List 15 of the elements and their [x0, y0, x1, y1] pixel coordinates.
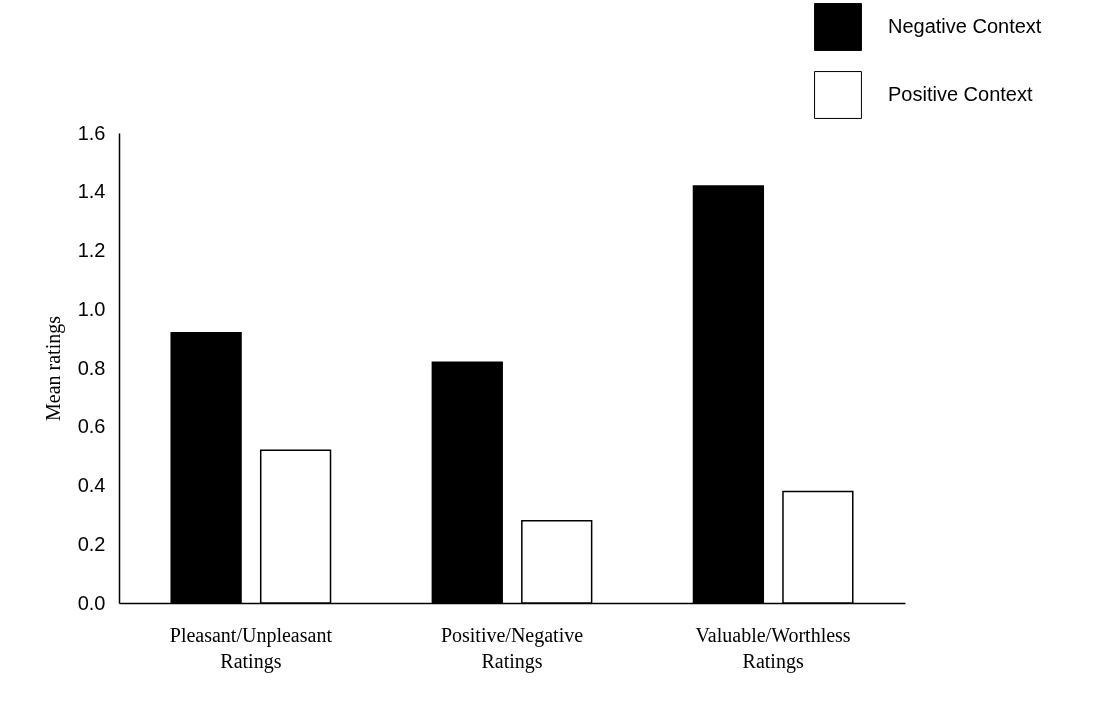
y-tick-label: 0.2	[77, 532, 106, 555]
legend-label: Positive Context	[888, 83, 1033, 105]
y-tick-label: 0.0	[77, 591, 106, 614]
y-tick-label: 1.2	[77, 239, 106, 261]
y-axis-title: Mean ratings	[41, 315, 65, 421]
y-tick-label: 1.0	[77, 297, 106, 320]
y-tick-label: 0.8	[77, 356, 106, 379]
x-tick-label: Valuable/Worthless Ratings	[695, 623, 851, 673]
x-tick-label: Positive/Negative Ratings	[440, 623, 584, 673]
y-tick-label: 0.6	[77, 415, 106, 438]
y-tick-label: 1.6	[77, 121, 106, 144]
y-tick-label: 0.4	[77, 474, 106, 496]
x-tick-label: Pleasant/Unpleasant Ratings	[169, 623, 333, 673]
legend-label: Negative Context	[888, 15, 1042, 37]
y-tick-label: 1.4	[77, 180, 106, 203]
